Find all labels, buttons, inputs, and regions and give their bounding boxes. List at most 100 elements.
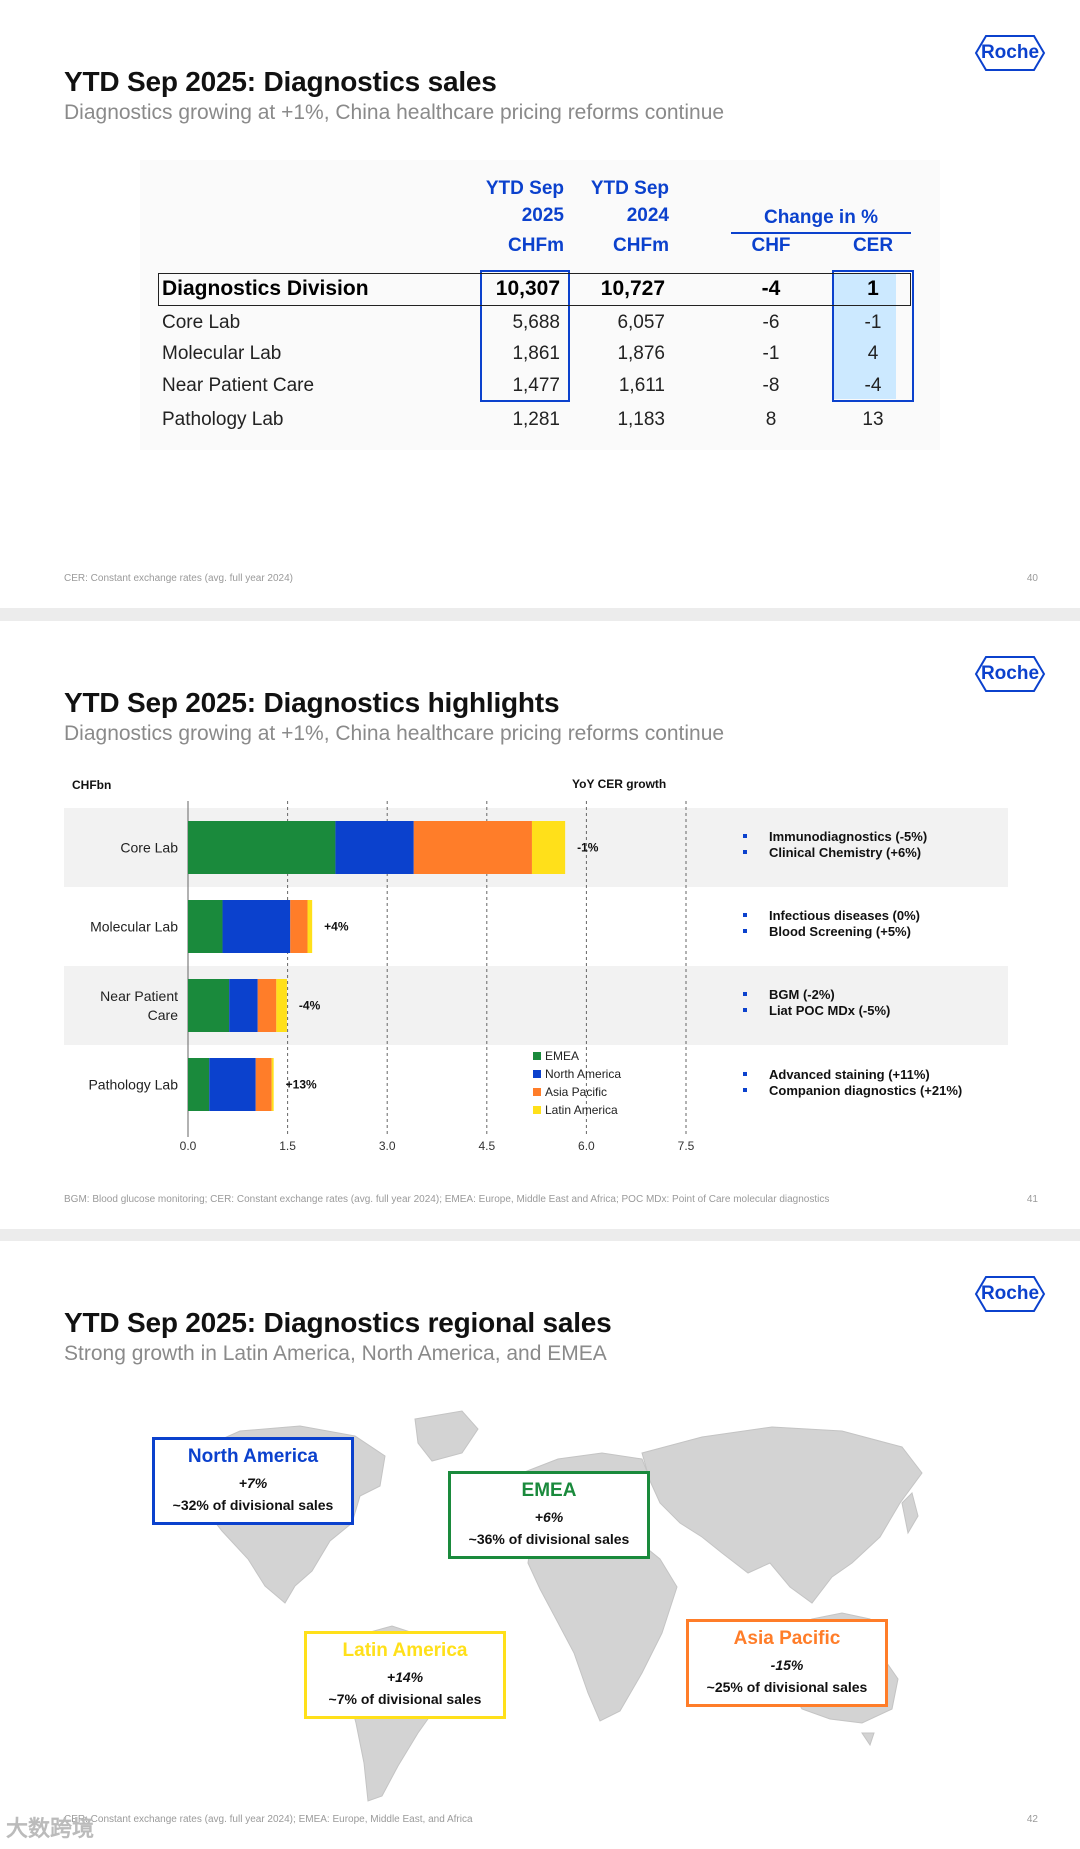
row-label: Diagnostics Division: [162, 277, 369, 300]
highlight-bullet: BGM (-2%): [743, 987, 835, 1002]
bar-segment: [188, 979, 230, 1032]
footnote: CER: Constant exchange rates (avg. full …: [64, 573, 294, 584]
bar-segment: [531, 821, 566, 874]
footnote: BGM: Blood glucose monitoring; CER: Cons…: [64, 1194, 830, 1205]
legend-label: Latin America: [545, 1103, 618, 1117]
legend-swatch: [533, 1070, 541, 1078]
cell-chf: -1: [762, 343, 780, 364]
col-2025-frame: [480, 270, 570, 402]
watermark: 大数跨境: [6, 1816, 95, 1841]
slide-title: YTD Sep 2025: Diagnostics sales: [64, 66, 497, 97]
region-card-emea: EMEA +6% ~36% of divisional sales: [448, 1471, 650, 1559]
category-label: Near Patient: [100, 988, 178, 1004]
legend-label: EMEA: [545, 1049, 579, 1063]
header-2025-line2: 2025: [521, 205, 564, 226]
page-number: 42: [1026, 1814, 1038, 1825]
legend-swatch: [533, 1106, 541, 1114]
bar-segment: [307, 900, 313, 953]
growth-label: -1%: [577, 841, 599, 855]
bar-segment: [209, 1058, 256, 1111]
slide-diagnostics-highlights: Roche YTD Sep 2025: Diagnostics highligh…: [0, 621, 1080, 1229]
page-number: 40: [1026, 573, 1038, 584]
header-change: Change in %: [763, 207, 878, 228]
cell-2025: 1,281: [512, 409, 560, 430]
cell-cer: -1: [864, 312, 882, 333]
cell-2024: 10,727: [600, 277, 665, 300]
slide-title: YTD Sep 2025: Diagnostics highlights: [64, 687, 560, 718]
bar-segment: [255, 1058, 272, 1111]
sales-table: YTD Sep 2025 CHFm YTD Sep 2024 CHFm Chan…: [140, 160, 940, 450]
slide-regional-sales: Roche YTD Sep 2025: Diagnostics regional…: [0, 1241, 1080, 1849]
cell-chf: -8: [762, 375, 780, 396]
bar-segment: [413, 821, 532, 874]
cell-chf: -4: [761, 277, 781, 300]
highlight-bullet: Companion diagnostics (+21%): [743, 1083, 962, 1098]
header-2024-line1: YTD Sep: [590, 178, 669, 199]
bar-segment: [276, 979, 287, 1032]
highlight-bullet: Immunodiagnostics (-5%): [743, 829, 927, 844]
bar-segment: [222, 900, 291, 953]
bar-segment: [257, 979, 277, 1032]
row-label: Pathology Lab: [162, 409, 284, 430]
yoy-header: YoY CER growth: [572, 777, 666, 791]
cer-highlight: [832, 273, 896, 399]
highlight-bullet: Clinical Chemistry (+6%): [743, 845, 921, 860]
bar-segment: [188, 821, 336, 874]
bar-segment: [188, 900, 223, 953]
cell-2025: 5,688: [512, 312, 560, 333]
category-label: Core Lab: [120, 840, 178, 856]
bar-segment: [290, 900, 308, 953]
cell-chf: 8: [765, 409, 777, 430]
highlight-bullet: Blood Screening (+5%): [743, 924, 911, 939]
regional-sales-chart: CHFbn YoY CER growth 0.0 1.5 3.0 4.5 6.0 7.5 Cor…: [64, 777, 1008, 1153]
slide-title: YTD Sep 2025: Diagnostics regional sales: [64, 1307, 612, 1338]
legend-label: Asia Pacific: [545, 1085, 607, 1099]
division-row-frame: [158, 273, 911, 306]
x-tick-label: 1.5: [279, 1139, 296, 1153]
cell-cer: 13: [862, 409, 884, 430]
slide-subtitle: Diagnostics growing at +1%, China health…: [64, 722, 725, 745]
highlight-bullet: Liat POC MDx (-5%): [743, 1003, 890, 1018]
legend-swatch: [533, 1088, 541, 1096]
change-underline: [731, 232, 911, 234]
bar-segment: [271, 1058, 274, 1111]
slide-subtitle: Strong growth in Latin America, North Am…: [64, 1342, 607, 1365]
cell-chf: -6: [762, 312, 780, 333]
row-label: Near Patient Care: [162, 375, 315, 396]
cell-2024: 6,057: [617, 312, 665, 333]
bar-segment: [188, 1058, 210, 1111]
col-cer-frame: [832, 270, 914, 402]
cell-2024: 1,876: [617, 343, 665, 364]
cell-cer: 4: [867, 343, 879, 364]
slide-subtitle: Diagnostics growing at +1%, China health…: [64, 101, 725, 124]
row-label: Core Lab: [162, 312, 241, 333]
cell-2024: 1,183: [617, 409, 665, 430]
x-tick-label: 4.5: [478, 1139, 495, 1153]
growth-label: +13%: [286, 1078, 317, 1092]
row-label: Molecular Lab: [162, 343, 282, 364]
header-chf: CHF: [751, 235, 791, 256]
header-2025-line3: CHFm: [508, 235, 564, 256]
x-tick-label: 3.0: [379, 1139, 396, 1153]
footnote: CER: Constant exchange rates (avg. full …: [64, 1814, 473, 1825]
header-2024-line2: 2024: [626, 205, 669, 226]
cell-2025: 10,307: [495, 277, 560, 300]
legend-swatch: [533, 1052, 541, 1060]
unit-label: CHFbn: [72, 778, 111, 792]
x-tick-label: 6.0: [578, 1139, 595, 1153]
page-number: 41: [1026, 1194, 1038, 1205]
region-card-north-america: North America +7% ~32% of divisional sal…: [152, 1437, 354, 1525]
bar-segment: [335, 821, 414, 874]
region-card-asia-pacific: Asia Pacific -15% ~25% of divisional sal…: [686, 1619, 888, 1707]
cell-cer: 1: [867, 277, 879, 300]
growth-label: -4%: [299, 999, 321, 1013]
category-label: Molecular Lab: [90, 919, 178, 935]
highlight-bullet: Infectious diseases (0%): [743, 908, 920, 923]
cell-2024: 1,611: [618, 375, 665, 396]
highlight-bullet: Advanced staining (+11%): [743, 1067, 930, 1082]
category-label: Pathology Lab: [88, 1077, 178, 1093]
x-tick-label: 0.0: [180, 1139, 197, 1153]
bar-segment: [229, 979, 258, 1032]
header-2025-line1: YTD Sep: [485, 178, 564, 199]
cell-2025: 1,477: [512, 375, 560, 396]
